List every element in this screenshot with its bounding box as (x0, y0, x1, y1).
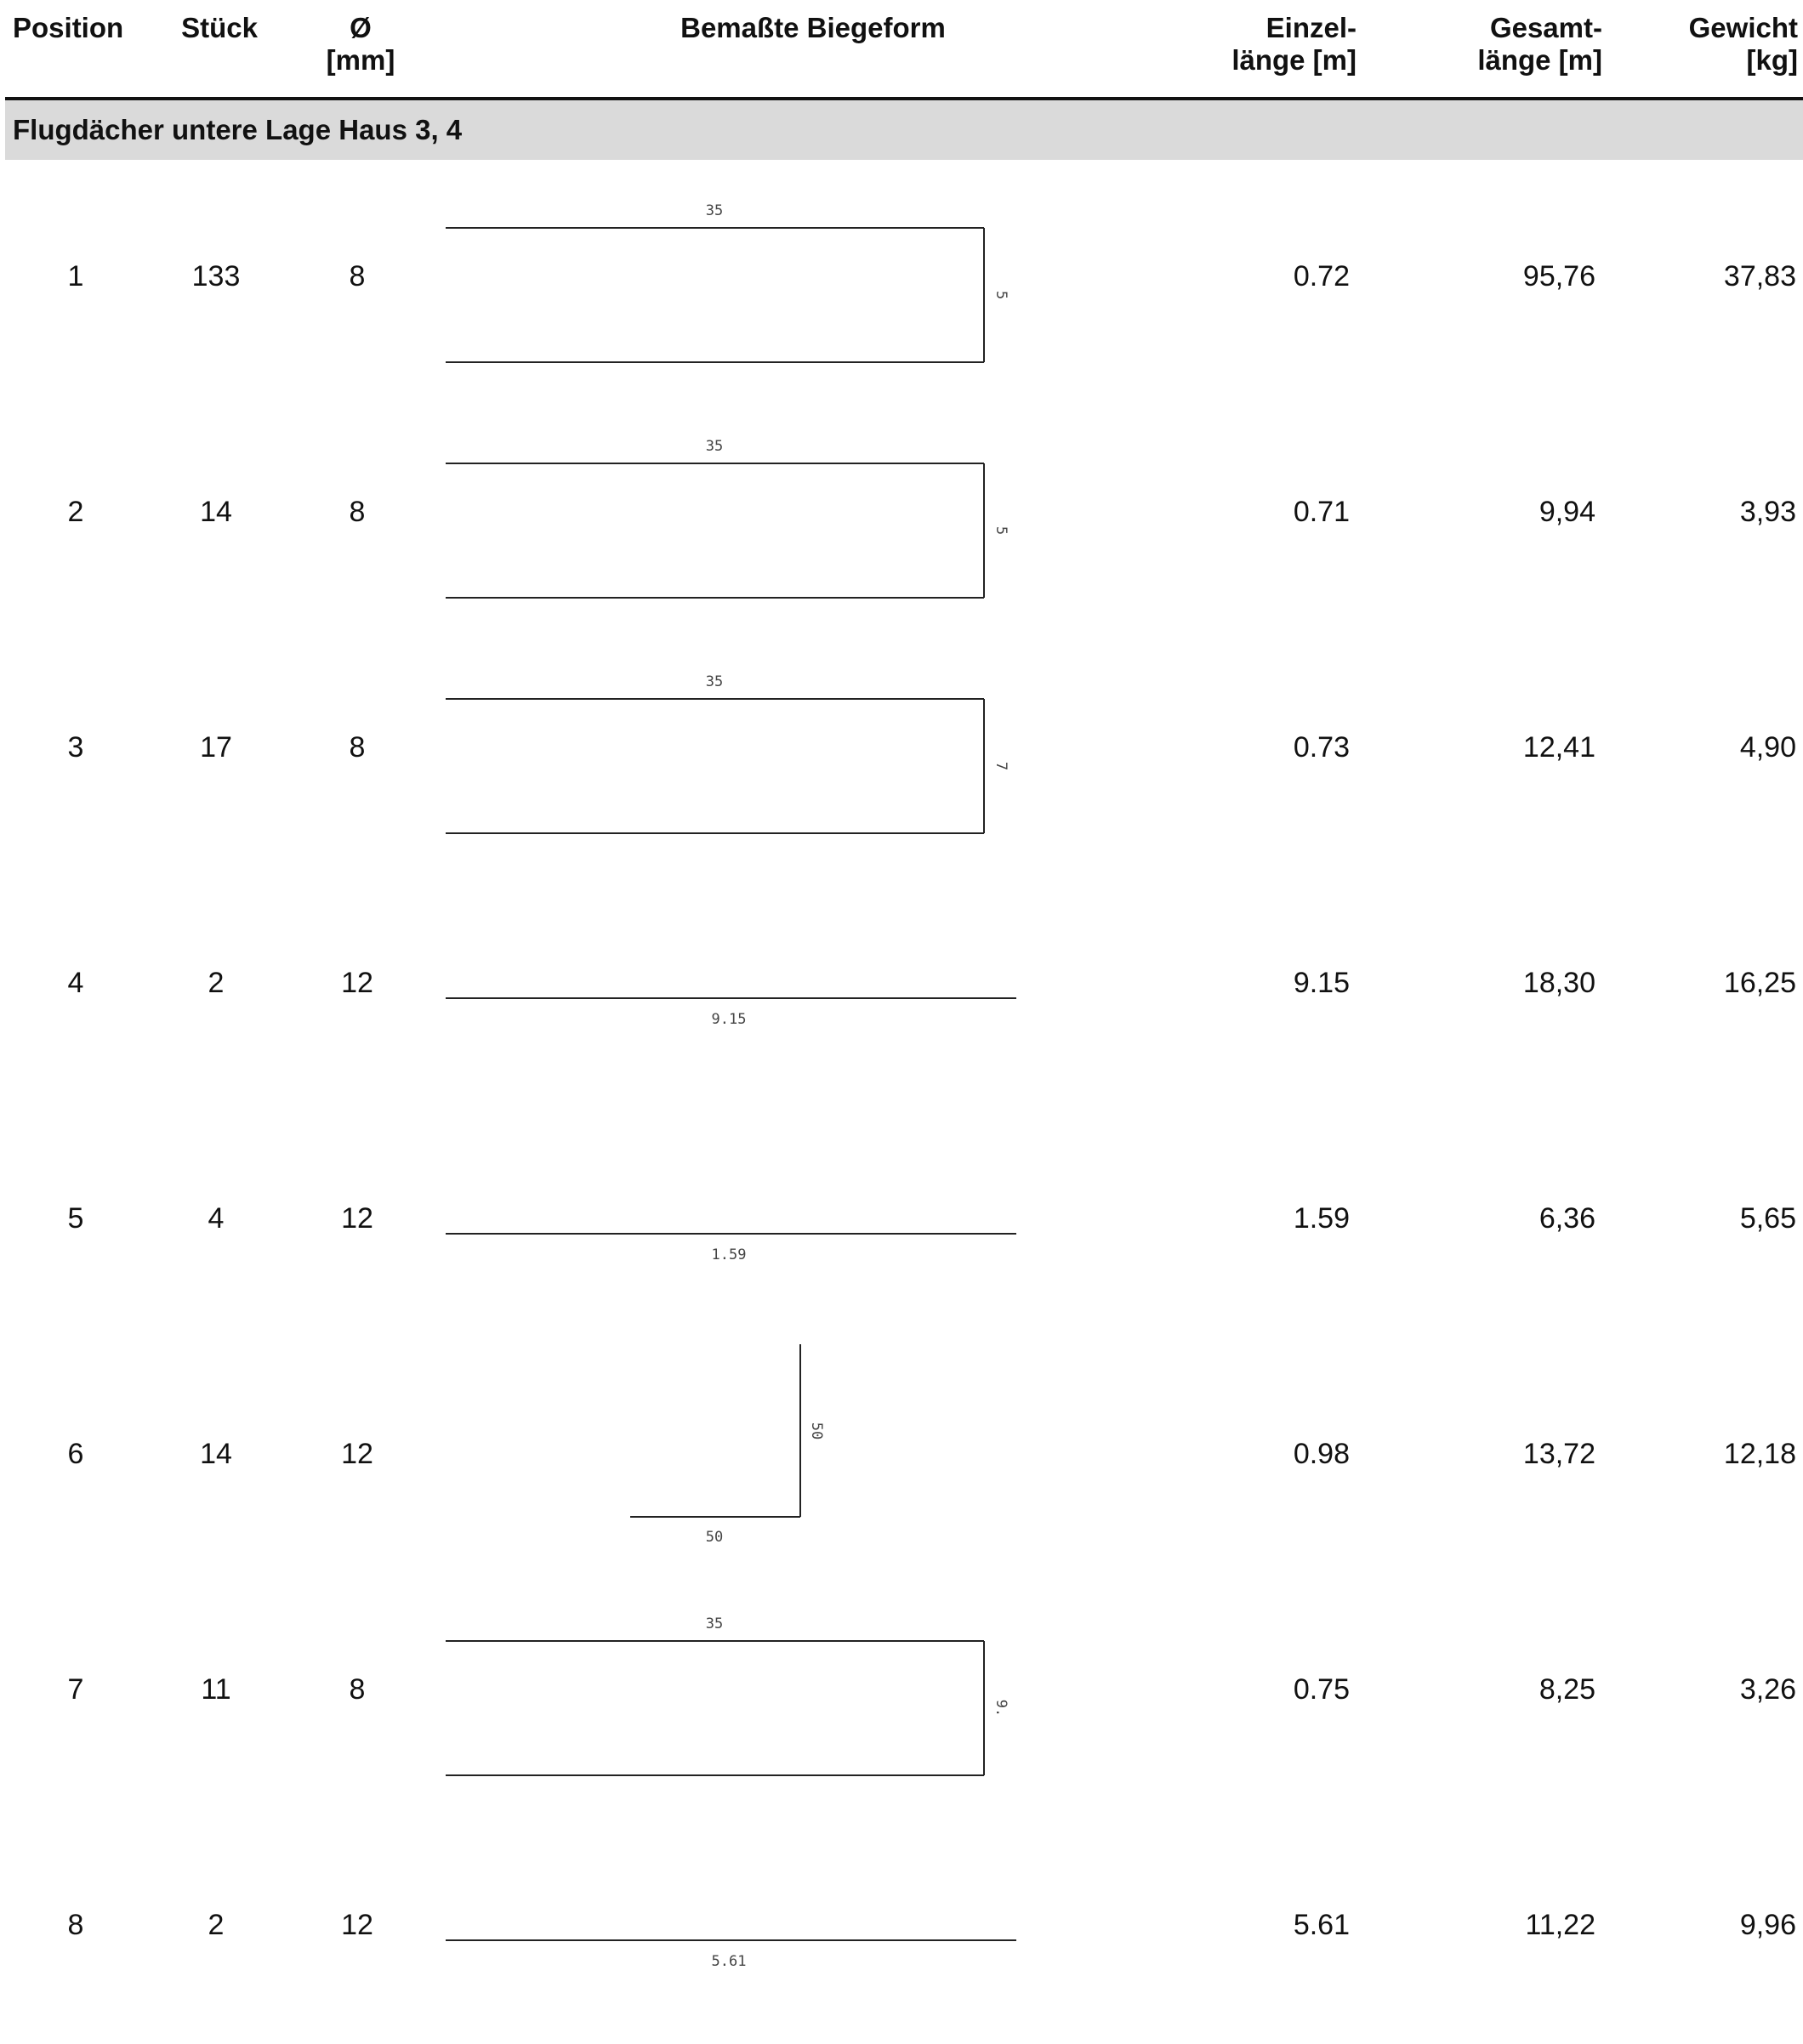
cell-position: 3 (67, 731, 84, 764)
cell-stueck: 11 (201, 1673, 231, 1706)
dim-label-length: 35 (706, 1615, 723, 1632)
cell-durchmesser: 12 (341, 1202, 373, 1235)
cell-gewicht: 16,25 (1723, 967, 1796, 999)
table-row: 1 133 8 0.72 95,76 37,83 35 5 (0, 160, 1803, 395)
table-row: 7 11 8 0.75 8,25 3,26 35 9. (0, 1573, 1803, 1808)
cell-gewicht: 3,93 (1739, 496, 1796, 528)
cell-durchmesser: 8 (349, 260, 366, 292)
dim-label-height: 9. (993, 1700, 1010, 1717)
cell-gewicht: 12,18 (1723, 1438, 1796, 1470)
header-biegeform: Bemaßte Biegeform (680, 12, 946, 43)
cell-position: 5 (67, 1202, 84, 1235)
table-row: 2 14 8 0.71 9,94 3,93 35 5 (0, 395, 1803, 631)
table-row: 6 14 12 0.98 13,72 12,18 50 50 (0, 1337, 1803, 1573)
cell-durchmesser: 12 (341, 967, 373, 999)
cell-einzellaenge: 0.72 (1293, 260, 1350, 292)
dim-label-length: 35 (706, 438, 723, 455)
cell-gesamtlaenge: 13,72 (1522, 1438, 1595, 1470)
cell-position: 1 (67, 260, 84, 292)
cell-einzellaenge: 1.59 (1293, 1202, 1350, 1235)
cell-stueck: 14 (200, 496, 232, 528)
dim-label-length: 9.15 (712, 1011, 747, 1028)
cell-durchmesser: 8 (349, 496, 366, 528)
cell-gesamtlaenge: 11,22 (1525, 1909, 1595, 1941)
cell-stueck: 4 (208, 1202, 225, 1235)
bending-shape: 50 50 (630, 1344, 825, 1546)
cell-gesamtlaenge: 8,25 (1539, 1673, 1595, 1706)
cell-durchmesser: 12 (341, 1909, 373, 1941)
cell-durchmesser: 12 (341, 1438, 373, 1470)
cell-gesamtlaenge: 12,41 (1522, 731, 1595, 764)
cell-gewicht: 9,96 (1739, 1909, 1796, 1941)
table-header: Position Stück Ø [mm] Bemaßte Biegeform … (5, 0, 1803, 100)
header-stueck: Stück (181, 12, 258, 43)
dim-label-length: 5.61 (712, 1953, 747, 1970)
cell-position: 4 (67, 967, 84, 999)
cell-stueck: 2 (208, 967, 225, 999)
cell-position: 2 (67, 496, 84, 528)
cell-stueck: 133 (191, 260, 241, 292)
section-title: Flugdächer untere Lage Haus 3, 4 (13, 114, 463, 145)
bending-shape: 35 7 (446, 673, 1010, 834)
table-row: 5 4 12 1.59 6,36 5,65 1.59 (0, 1102, 1803, 1337)
header-gesamtlaenge: Gesamt- länge [m] (1477, 12, 1602, 76)
cell-gewicht: 5,65 (1739, 1202, 1796, 1235)
cell-durchmesser: 8 (349, 1673, 366, 1706)
bending-shape: 35 9. (446, 1615, 1010, 1776)
bending-shape: 9.15 (446, 997, 1016, 1028)
cell-einzellaenge: 0.73 (1293, 731, 1350, 764)
dim-label-length: 35 (706, 673, 723, 690)
cell-gesamtlaenge: 6,36 (1539, 1202, 1595, 1235)
cell-gewicht: 3,26 (1739, 1673, 1796, 1706)
dim-label-height: 50 (808, 1422, 825, 1439)
dim-label-length: 1.59 (712, 1246, 747, 1263)
cell-stueck: 14 (200, 1438, 232, 1470)
cell-einzellaenge: 0.71 (1293, 496, 1350, 528)
cell-position: 8 (67, 1909, 84, 1941)
table-row: 8 2 12 5.61 11,22 9,96 5.61 (0, 1808, 1803, 2044)
dim-label-length: 35 (706, 202, 723, 219)
cell-position: 7 (67, 1673, 84, 1706)
cell-gewicht: 4,90 (1739, 731, 1796, 764)
bending-shape: 5.61 (446, 1939, 1016, 1970)
section-header: Flugdächer untere Lage Haus 3, 4 (5, 100, 1803, 160)
header-durchmesser: Ø [mm] (326, 12, 395, 76)
bending-shape: 35 5 (446, 202, 1010, 363)
cell-gesamtlaenge: 18,30 (1522, 967, 1595, 999)
table-row: 4 2 12 9.15 18,30 16,25 9.15 (0, 866, 1803, 1102)
dim-label-height: 7 (993, 762, 1010, 770)
rebar-schedule: Position Stück Ø [mm] Bemaßte Biegeform … (0, 0, 1803, 1970)
dim-label-height: 5 (993, 526, 1010, 535)
cell-gesamtlaenge: 9,94 (1539, 496, 1595, 528)
cell-stueck: 2 (208, 1909, 225, 1941)
bending-shape: 1.59 (446, 1233, 1016, 1263)
dim-label-height: 5 (993, 291, 1010, 299)
cell-durchmesser: 8 (349, 731, 366, 764)
cell-gesamtlaenge: 95,76 (1522, 260, 1595, 292)
header-einzellaenge: Einzel- länge [m] (1231, 12, 1357, 76)
cell-einzellaenge: 9.15 (1293, 967, 1350, 999)
table-row: 3 17 8 0.73 12,41 4,90 35 7 (0, 631, 1803, 866)
cell-gewicht: 37,83 (1723, 260, 1796, 292)
cell-einzellaenge: 0.75 (1293, 1673, 1350, 1706)
header-gewicht: Gewicht [kg] (1688, 12, 1798, 76)
cell-stueck: 17 (200, 731, 232, 764)
cell-einzellaenge: 0.98 (1293, 1438, 1350, 1470)
dim-label-length: 50 (706, 1529, 723, 1546)
header-position: Position (13, 12, 124, 43)
bending-shape: 35 5 (446, 438, 1010, 599)
cell-position: 6 (67, 1438, 84, 1470)
cell-einzellaenge: 5.61 (1293, 1909, 1350, 1941)
